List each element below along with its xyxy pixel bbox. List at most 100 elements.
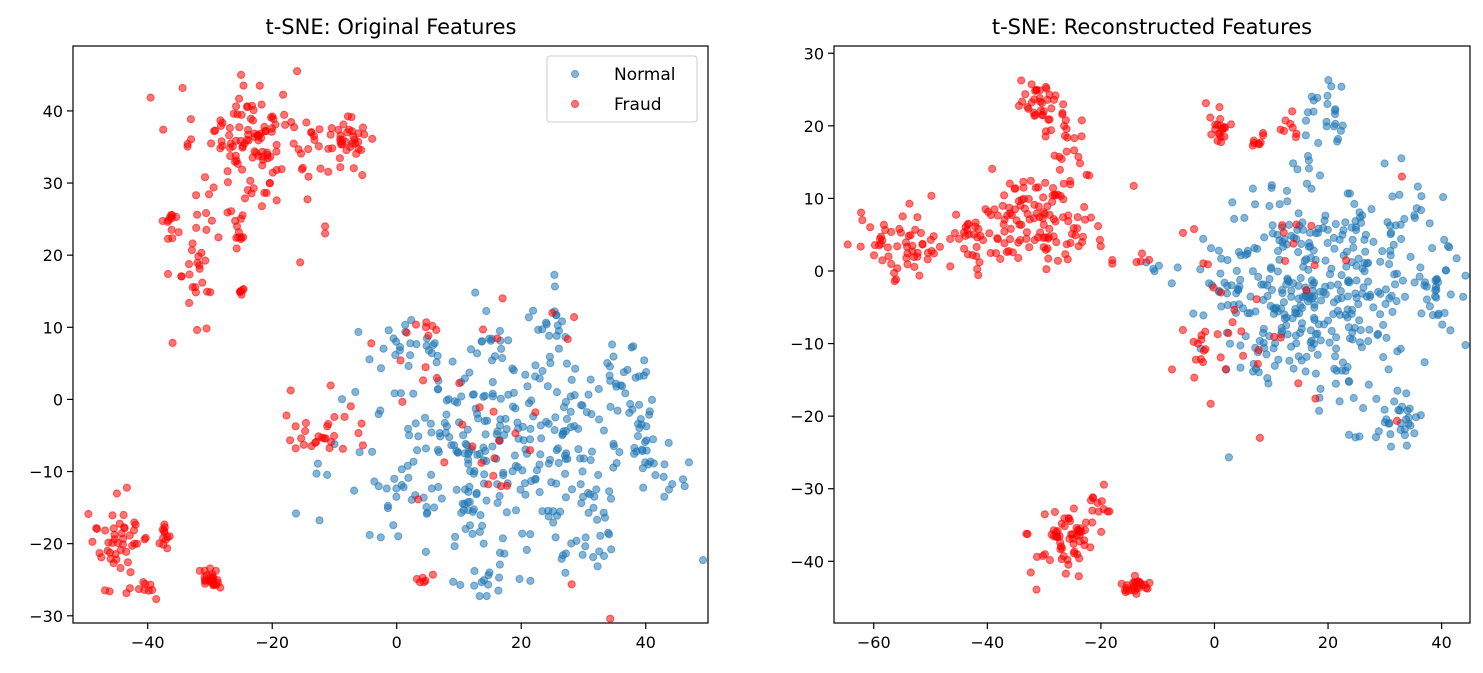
normal-point xyxy=(453,448,462,457)
fraud-point xyxy=(1019,177,1028,186)
fraud-point xyxy=(177,272,186,281)
fraud-point xyxy=(255,81,264,90)
normal-point xyxy=(1296,328,1305,337)
normal-point xyxy=(1397,234,1406,244)
fraud-point xyxy=(254,136,263,145)
fraud-point xyxy=(122,547,131,557)
normal-point xyxy=(523,382,532,391)
normal-point xyxy=(1374,287,1383,296)
normal-point xyxy=(404,473,413,482)
normal-point xyxy=(600,513,610,522)
fraud-point xyxy=(1075,554,1084,563)
normal-point xyxy=(1452,254,1461,263)
fraud-point xyxy=(223,167,232,176)
fraud-point xyxy=(272,147,281,156)
fraud-point xyxy=(301,418,310,428)
fraud-point xyxy=(321,229,330,238)
fraud-point xyxy=(280,110,289,120)
normal-point xyxy=(1301,367,1310,376)
fraud-point xyxy=(200,173,210,182)
normal-point xyxy=(1422,282,1431,291)
fraud-point xyxy=(159,125,168,134)
normal-point xyxy=(1310,292,1319,301)
normal-point xyxy=(521,370,530,379)
fraud-point xyxy=(92,524,101,533)
normal-point xyxy=(1344,377,1354,386)
fraud-point xyxy=(1074,152,1083,161)
normal-point xyxy=(1397,154,1406,163)
fraud-point xyxy=(952,210,961,219)
normal-point xyxy=(1320,216,1329,225)
normal-point xyxy=(451,532,460,542)
normal-point xyxy=(1323,225,1332,234)
normal-point xyxy=(477,337,487,346)
normal-point xyxy=(384,326,393,335)
fraud-point xyxy=(458,420,467,429)
fraud-point xyxy=(229,109,238,118)
fraud-point xyxy=(998,201,1007,210)
normal-point xyxy=(648,435,658,444)
normal-point xyxy=(529,306,538,315)
normal-point xyxy=(1292,309,1301,318)
fraud-point xyxy=(1094,222,1103,231)
fraud-point xyxy=(1249,136,1258,145)
normal-point xyxy=(291,509,301,518)
normal-point xyxy=(468,390,477,399)
normal-point xyxy=(1309,96,1318,105)
normal-point xyxy=(577,401,586,410)
fraud-point xyxy=(398,397,407,406)
fraud-point xyxy=(343,112,352,121)
fraud-point xyxy=(1080,525,1090,535)
normal-point xyxy=(1364,380,1373,389)
fraud-point xyxy=(606,614,615,623)
fraud-point xyxy=(1053,190,1063,199)
normal-point xyxy=(448,357,457,366)
fraud-point xyxy=(1027,80,1036,89)
fraud-point xyxy=(314,142,323,151)
fraud-point xyxy=(1021,90,1030,99)
normal-point xyxy=(535,374,544,383)
normal-point xyxy=(1277,285,1287,295)
fraud-point xyxy=(243,102,252,111)
fraud-point xyxy=(1060,131,1070,140)
normal-point xyxy=(1316,287,1325,296)
normal-point xyxy=(1348,235,1357,244)
normal-point xyxy=(495,573,504,582)
normal-point xyxy=(586,375,595,384)
fraud-point xyxy=(1030,200,1039,209)
normal-point xyxy=(1327,326,1336,336)
normal-point xyxy=(1393,347,1402,356)
fraud-point xyxy=(191,283,200,292)
normal-point xyxy=(1367,205,1376,214)
fraud-point xyxy=(477,458,486,467)
fraud-point xyxy=(237,110,246,120)
fraud-point xyxy=(119,510,128,520)
left-axes: −40 −20 0 20 40 −30 −20 −10 0 10 20 30 40 xyxy=(29,102,656,652)
legend-box xyxy=(546,55,698,123)
normal-point xyxy=(1325,270,1335,279)
fraud-point xyxy=(878,256,887,265)
normal-point xyxy=(605,530,614,539)
normal-point xyxy=(409,457,418,466)
fraud-point xyxy=(122,483,132,492)
normal-point xyxy=(1263,292,1272,301)
normal-point xyxy=(524,399,534,408)
fraud-point xyxy=(490,454,499,463)
normal-point xyxy=(1296,274,1305,283)
normal-point xyxy=(630,449,639,458)
normal-point xyxy=(430,503,439,512)
normal-point xyxy=(538,507,547,516)
fraud-point xyxy=(286,436,295,445)
normal-point xyxy=(1412,204,1421,213)
fraud-point xyxy=(235,94,244,103)
fraud-point xyxy=(304,172,313,181)
normal-point xyxy=(495,560,504,569)
normal-point xyxy=(473,349,482,358)
fraud-point xyxy=(312,437,321,446)
normal-point xyxy=(1332,333,1341,342)
fraud-point xyxy=(281,120,290,130)
normal-point xyxy=(1275,236,1284,245)
fraud-point xyxy=(358,123,368,132)
normal-point xyxy=(1369,237,1378,246)
fraud-point xyxy=(918,239,927,248)
